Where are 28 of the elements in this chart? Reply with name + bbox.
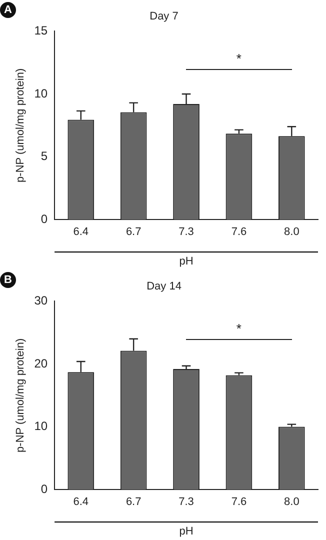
x-tick-label: 6.4 [73, 496, 89, 508]
y-tick-label: 0 [40, 482, 48, 496]
x-tick-label: 8.0 [284, 226, 300, 238]
annotation: * [235, 50, 242, 66]
y-tick-label: 10 [34, 419, 48, 434]
y-axis-title: p-NP (umol/mg protein) [14, 338, 27, 452]
text: A [0, 2, 16, 18]
annotation: * [235, 320, 242, 336]
y-tick-label: 15 [34, 24, 48, 38]
y-tick-label: 10 [34, 86, 48, 100]
x-tick-label: 6.4 [73, 226, 89, 238]
x-tick-label: 7.3 [178, 226, 194, 238]
y-tick-label: 30 [34, 294, 48, 308]
x-tick-label: 6.7 [126, 226, 142, 238]
chart-title: Day 7 [150, 10, 178, 23]
x-axis-title: pH [179, 255, 194, 268]
y-tick-label: 0 [40, 212, 48, 226]
x-tick-label: 7.3 [178, 496, 194, 508]
y-tick-label: 20 [34, 356, 48, 370]
x-tick-label: 6.7 [126, 496, 142, 508]
x-tick-label: 7.6 [231, 226, 247, 238]
text: B [0, 272, 16, 288]
x-tick-label: 8.0 [284, 496, 300, 508]
y-axis-title: p-NP (umol/mg protein) [14, 68, 27, 182]
chart-title: Day 14 [146, 280, 182, 293]
x-axis-title: pH [179, 525, 194, 538]
y-tick-label: 5 [40, 149, 48, 164]
x-tick-label: 7.6 [231, 496, 247, 508]
